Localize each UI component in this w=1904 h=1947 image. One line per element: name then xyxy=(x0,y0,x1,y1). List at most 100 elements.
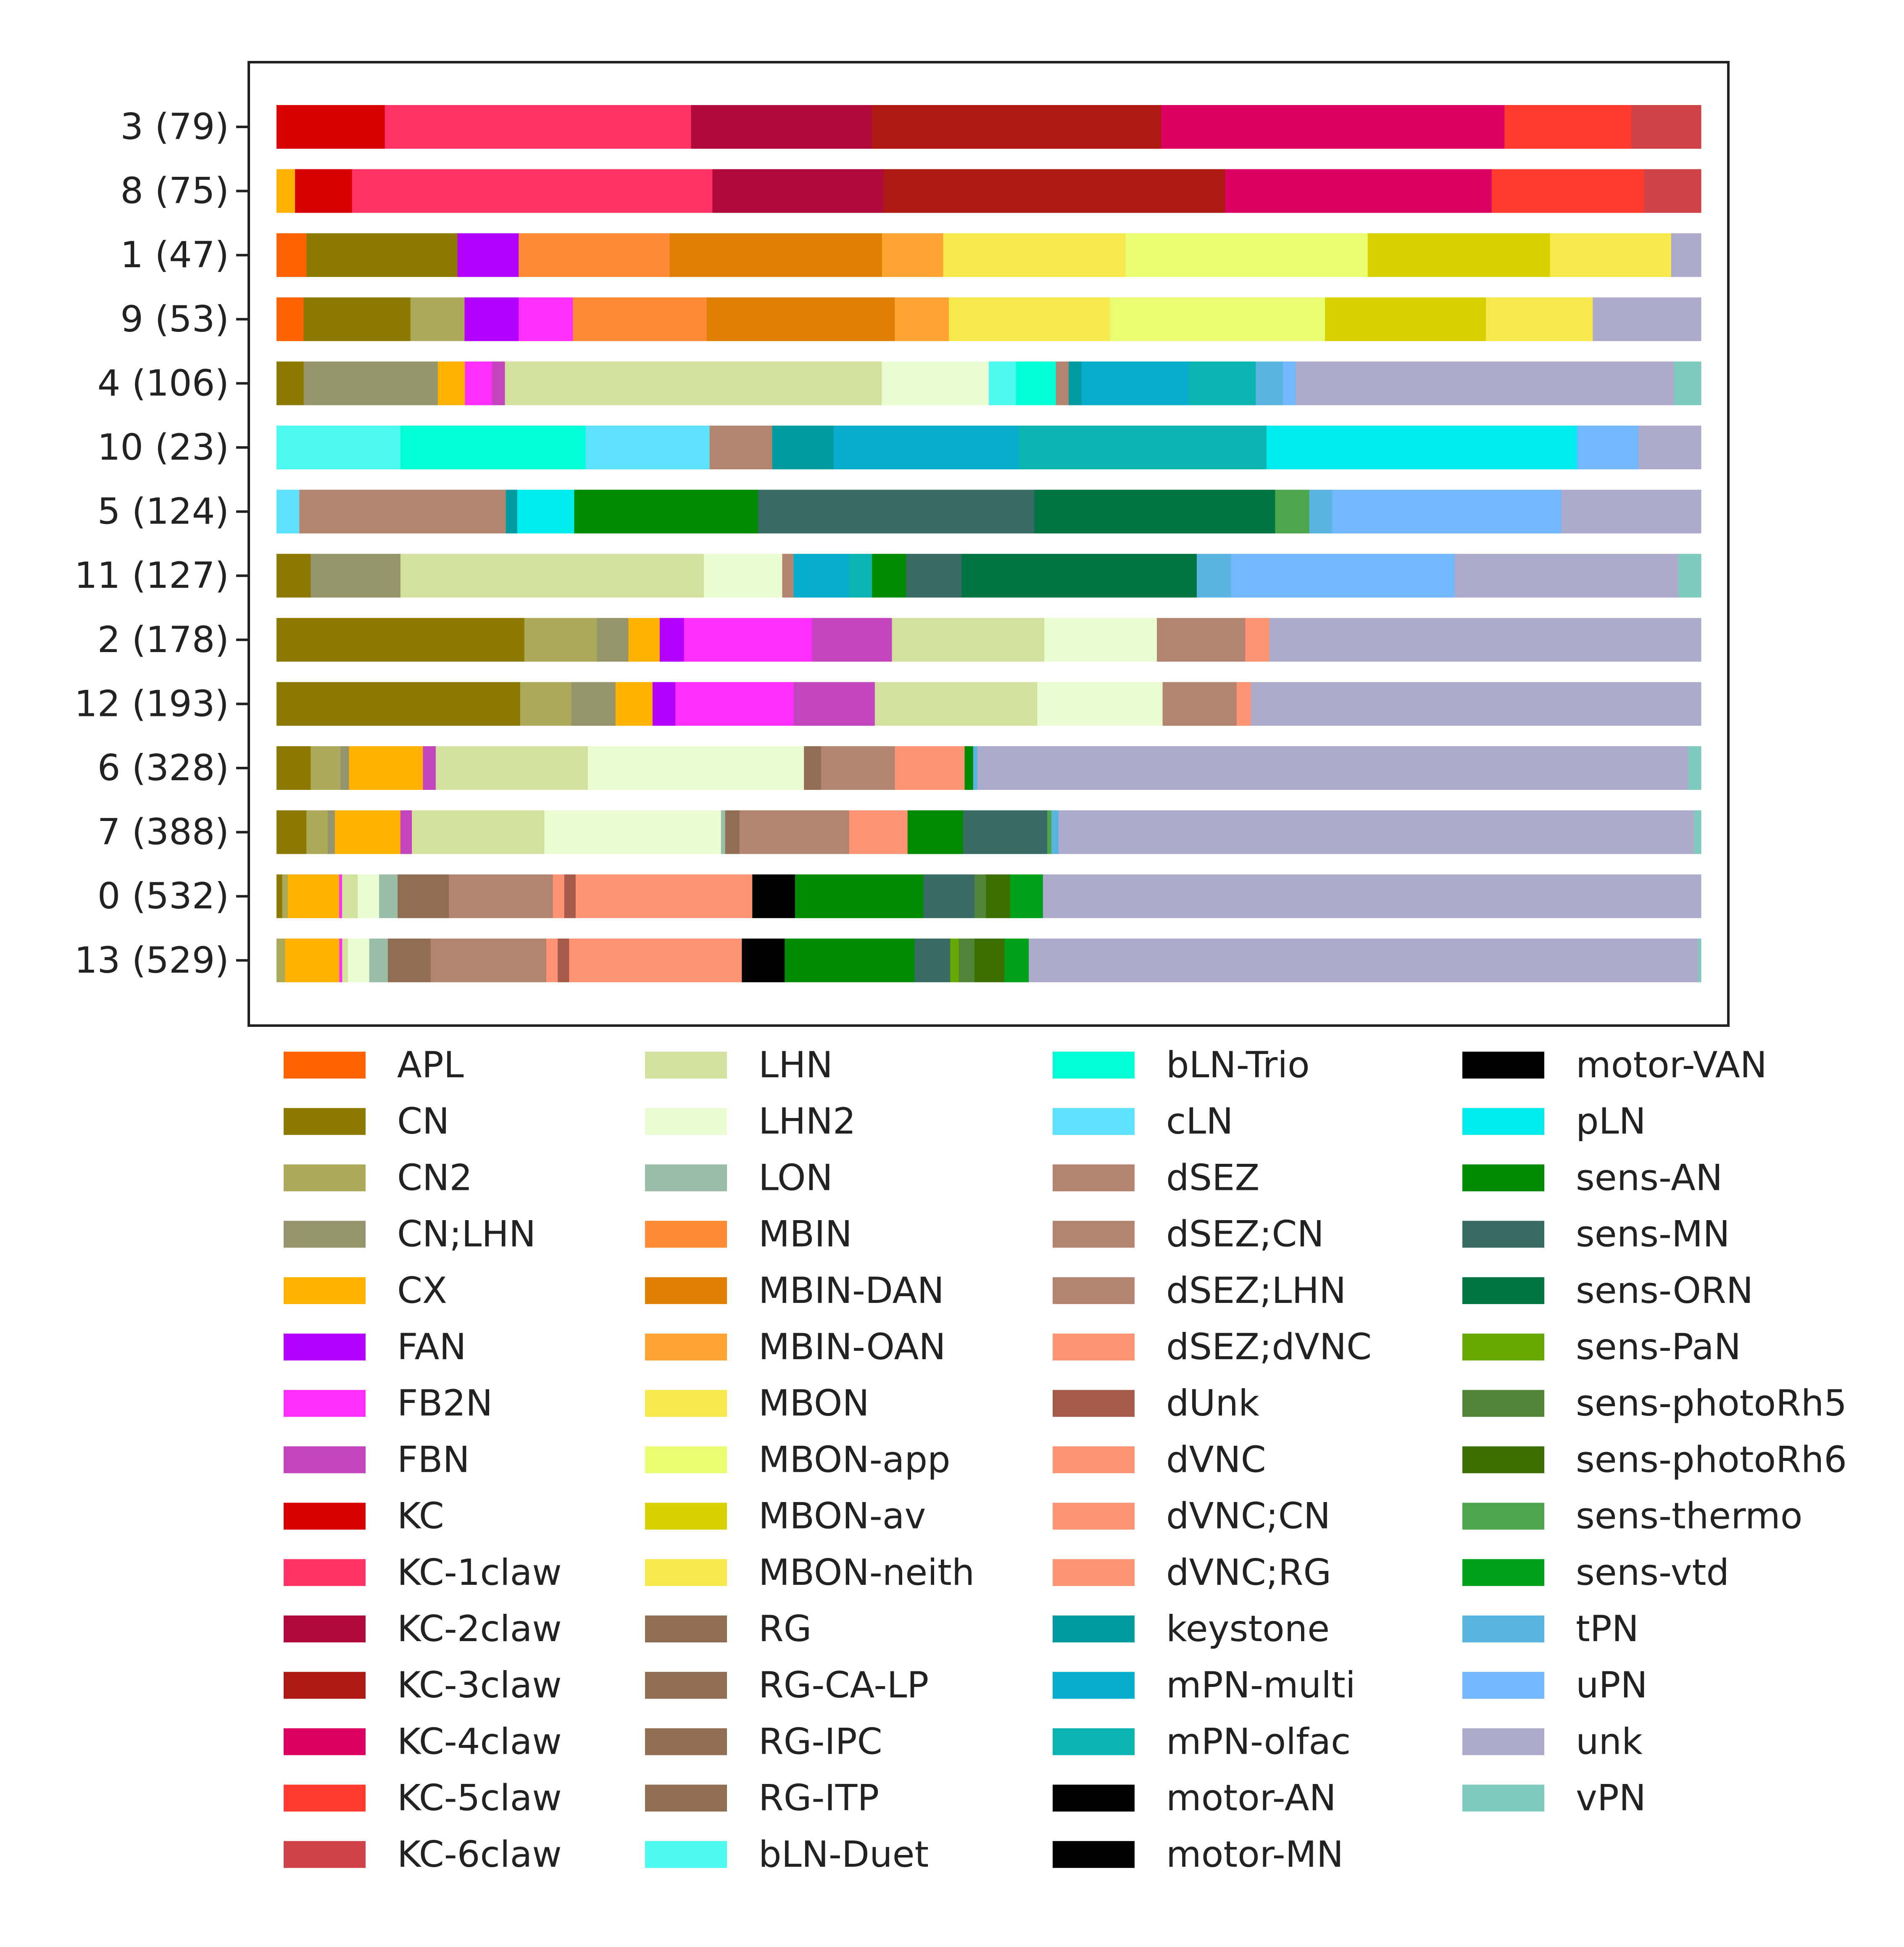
bar-segment xyxy=(1010,874,1043,918)
legend-label: keystone xyxy=(1166,1608,1330,1650)
bar-segment xyxy=(795,874,924,918)
bar-segment xyxy=(558,938,569,982)
legend-label: sens-photoRh5 xyxy=(1576,1382,1847,1424)
bar-segment xyxy=(410,297,465,341)
bar-segment xyxy=(277,682,521,726)
bar-segment xyxy=(1188,361,1256,405)
legend-label: MBIN xyxy=(758,1213,852,1255)
bar-segment xyxy=(306,233,458,277)
bar-segment xyxy=(564,874,576,918)
bar-segment xyxy=(752,874,795,918)
y-tick-label: 3 (79) xyxy=(120,106,229,148)
legend-label: cLN xyxy=(1166,1100,1233,1142)
bar-segment xyxy=(812,618,893,662)
bar-segment xyxy=(782,554,794,598)
bars-layer xyxy=(277,105,1701,982)
legend-label: dSEZ xyxy=(1166,1157,1259,1199)
bar-segment xyxy=(1056,361,1069,405)
bar-segment xyxy=(339,938,342,982)
bar-segment xyxy=(303,297,411,341)
y-tick-label: 0 (532) xyxy=(97,875,229,917)
bar-segment xyxy=(449,874,553,918)
legend-swatch xyxy=(1053,1277,1135,1304)
legend-swatch xyxy=(1053,1841,1135,1868)
bar-segment xyxy=(334,810,401,854)
bar-segment xyxy=(895,297,949,341)
bar-segment xyxy=(974,938,1005,982)
y-tick-label: 4 (106) xyxy=(97,362,229,404)
y-tick-label: 5 (124) xyxy=(97,491,229,533)
bar-segment xyxy=(1256,361,1283,405)
bar-segment xyxy=(874,682,1038,726)
bar-segment xyxy=(1671,233,1701,277)
bar-segment xyxy=(437,361,465,405)
legend-swatch xyxy=(1462,1784,1544,1812)
bar-segment xyxy=(615,682,653,726)
bar-segment xyxy=(398,874,449,918)
bar-segment xyxy=(1367,233,1551,277)
legend-label: RG-ITP xyxy=(758,1777,879,1819)
bar-segment xyxy=(358,874,379,918)
bar-segment xyxy=(772,426,834,469)
bar-segment xyxy=(1161,105,1505,149)
bar-segment xyxy=(524,618,598,662)
bar-segment xyxy=(465,361,492,405)
bar-segment xyxy=(628,618,660,662)
legend-label: bLN-Duet xyxy=(758,1834,929,1876)
bar-segment xyxy=(882,233,944,277)
legend: APL CN CN2 CN;LHN CX FAN FB2N FBN KC KC-1claw KC-2… xyxy=(284,1044,1847,1876)
bar-segment xyxy=(492,361,506,405)
y-axis: 3 (79) 8 (75) 1 (47) 9 (53) 4 (106) 10 (23) 5 … xyxy=(74,106,249,981)
bar-segment xyxy=(505,361,882,405)
bar-segment xyxy=(1593,297,1701,341)
bar-segment xyxy=(328,810,335,854)
bar-segment xyxy=(340,746,350,790)
bar-segment xyxy=(1694,810,1701,854)
legend-swatch xyxy=(284,1784,366,1812)
legend-swatch xyxy=(284,1841,366,1868)
bar-segment xyxy=(959,938,975,982)
bar-segment xyxy=(883,169,1226,213)
legend-label: mPN-multi xyxy=(1166,1664,1356,1706)
bar-segment xyxy=(573,297,707,341)
bar-segment xyxy=(1016,361,1056,405)
bar-segment xyxy=(277,874,283,918)
legend-swatch xyxy=(1053,1221,1135,1248)
bar-segment xyxy=(1157,618,1246,662)
bar-segment xyxy=(295,169,353,213)
legend-label: KC-2claw xyxy=(397,1608,562,1650)
bar-segment xyxy=(311,554,401,598)
y-tick-label: 10 (23) xyxy=(97,426,229,468)
bar-segment xyxy=(387,938,431,982)
y-tick-label: 12 (193) xyxy=(74,683,229,725)
bar-segment xyxy=(412,810,545,854)
bar-segment xyxy=(892,618,1045,662)
bar-segment xyxy=(849,810,908,854)
bar-segment xyxy=(709,426,773,469)
legend-swatch xyxy=(1053,1615,1135,1642)
legend-label: MBON-neith xyxy=(758,1552,974,1594)
legend-swatch xyxy=(1053,1446,1135,1473)
legend-label: MBIN-OAN xyxy=(758,1326,946,1368)
bar-segment xyxy=(706,297,895,341)
legend-swatch xyxy=(645,1052,727,1079)
legend-label: sens-photoRh6 xyxy=(1576,1439,1847,1481)
bar-segment xyxy=(546,938,558,982)
bar-segment xyxy=(339,874,342,918)
legend-swatch xyxy=(1462,1334,1544,1360)
legend-swatch xyxy=(645,1784,727,1812)
legend-label: dSEZ;dVNC xyxy=(1166,1326,1372,1368)
legend-label: KC-4claw xyxy=(397,1721,562,1763)
bar-segment xyxy=(277,233,307,277)
bar-segment xyxy=(277,426,401,469)
y-tick-label: 7 (388) xyxy=(97,811,229,853)
bar-segment xyxy=(1081,361,1189,405)
bar-segment xyxy=(1037,682,1163,726)
legend-swatch xyxy=(645,1334,727,1360)
bar-segment xyxy=(882,361,989,405)
bar-segment xyxy=(1251,682,1701,726)
legend-label: mPN-olfac xyxy=(1166,1721,1351,1763)
bar-segment xyxy=(1561,489,1701,534)
legend-label: FAN xyxy=(397,1326,466,1368)
legend-label: unk xyxy=(1576,1721,1643,1763)
